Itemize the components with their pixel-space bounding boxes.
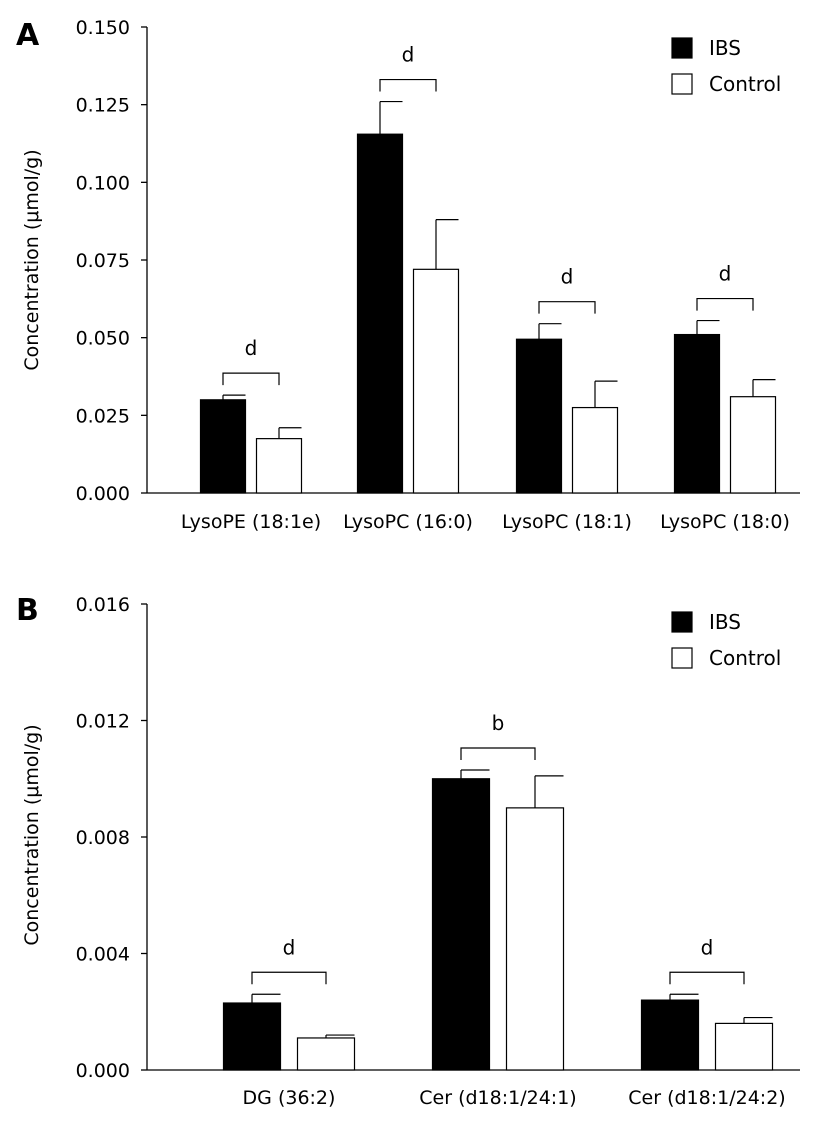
y-tick-label: 0.075 [76, 250, 130, 272]
legend-label: IBS [709, 36, 741, 60]
bar-ibs [673, 333, 721, 494]
y-tick-label: 0.150 [76, 17, 130, 39]
bar-ibs [515, 338, 563, 494]
chart-panel-b: B 0.000 0.004 0.008 0.012 0.016 Concentration … [16, 593, 800, 1109]
x-category-label: LysoPC (18:0) [660, 511, 790, 533]
bar-control [296, 1037, 356, 1071]
significance-label: b [492, 711, 505, 735]
significance-label: d [719, 262, 732, 286]
significance-bracket [696, 297, 754, 311]
bar-ibs [640, 999, 700, 1071]
panel-letter: A [16, 18, 40, 53]
bar-control [255, 438, 303, 494]
x-category-label: LysoPC (18:1) [502, 511, 632, 533]
chart-panel-a: A 0.000 0.025 0.050 0.075 0.100 0.125 0.150 Conc… [16, 17, 800, 533]
bar-control [505, 807, 565, 1071]
y-tick-label: 0.016 [76, 594, 130, 616]
significance-label: d [283, 935, 296, 959]
panel-letter: B [16, 593, 39, 628]
bar-ibs [199, 399, 247, 494]
legend-label: Control [709, 72, 781, 96]
y-tick-label: 0.000 [76, 483, 130, 505]
legend-swatch-ibs [671, 37, 693, 59]
legend-swatch-control [671, 647, 693, 669]
significance-label: d [701, 935, 714, 959]
significance-bracket [460, 747, 536, 761]
y-tick-label: 0.000 [76, 1060, 130, 1082]
x-category-label: LysoPE (18:1e) [181, 511, 321, 533]
bar-control [729, 396, 777, 494]
y-tick-label: 0.004 [76, 944, 130, 966]
significance-bracket [379, 78, 437, 92]
y-axis-label: Concentration (μmol/g) [21, 149, 43, 370]
y-tick-label: 0.125 [76, 95, 130, 117]
significance-bracket [222, 372, 280, 386]
significance-bracket [538, 301, 596, 314]
bar-control [571, 406, 619, 494]
x-category-label: DG (36:2) [243, 1087, 336, 1109]
y-tick-label: 0.012 [76, 711, 130, 733]
significance-label: d [402, 43, 415, 67]
significance-label: d [561, 265, 574, 289]
legend-swatch-ibs [671, 611, 693, 633]
bar-ibs [222, 1002, 282, 1071]
legend-label: Control [709, 646, 781, 670]
significance-bracket [251, 971, 327, 985]
bar-ibs [431, 778, 491, 1071]
x-category-label: Cer (d18:1/24:2) [628, 1087, 785, 1109]
legend-swatch-control [671, 73, 693, 95]
bar-control [412, 268, 460, 494]
y-tick-label: 0.100 [76, 172, 130, 194]
significance-bracket [669, 971, 745, 985]
legend-label: IBS [709, 610, 741, 634]
y-axis-label: Concentration (μmol/g) [21, 724, 43, 945]
x-category-label: Cer (d18:1/24:1) [419, 1087, 576, 1109]
significance-label: d [245, 336, 258, 360]
bar-ibs [356, 133, 404, 494]
y-tick-label: 0.050 [76, 328, 130, 350]
x-category-label: LysoPC (16:0) [343, 511, 473, 533]
y-tick-label: 0.025 [76, 405, 130, 427]
bar-control [714, 1022, 774, 1071]
y-tick-label: 0.008 [76, 827, 130, 849]
